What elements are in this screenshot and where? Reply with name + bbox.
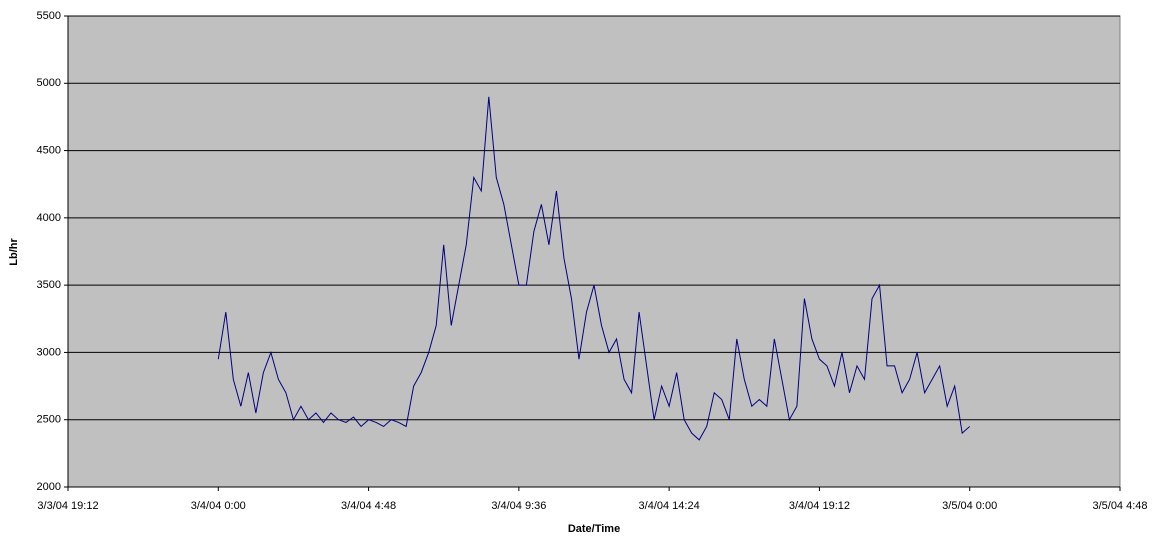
data-line (217, 96, 971, 441)
x-tick-label: 3/5/04 4:48 (1092, 500, 1147, 512)
y-tick-label: 4000 (37, 212, 61, 224)
x-tick-label: 3/4/04 4:48 (341, 500, 396, 512)
y-axis-title: Lb/hr (8, 238, 20, 266)
y-tick-label: 5000 (37, 77, 61, 89)
x-tick-label: 3/4/04 14:24 (639, 500, 700, 512)
x-axis-title: Date/Time (568, 523, 620, 535)
y-tick-label: 5500 (37, 10, 61, 22)
x-tick-label: 3/4/04 0:00 (191, 500, 246, 512)
y-tick-label: 2500 (37, 414, 61, 426)
plot-area (67, 15, 1121, 488)
x-tick-label: 3/5/04 0:00 (942, 500, 997, 512)
x-tick-label: 3/3/04 19:12 (37, 500, 98, 512)
y-tick-label: 3000 (37, 346, 61, 358)
y-tick-label: 4500 (37, 144, 61, 156)
y-tick-label: 3500 (37, 279, 61, 291)
x-tick-label: 3/4/04 9:36 (491, 500, 546, 512)
x-tick-label: 3/4/04 19:12 (789, 500, 850, 512)
y-tick-label: 2000 (37, 481, 61, 493)
